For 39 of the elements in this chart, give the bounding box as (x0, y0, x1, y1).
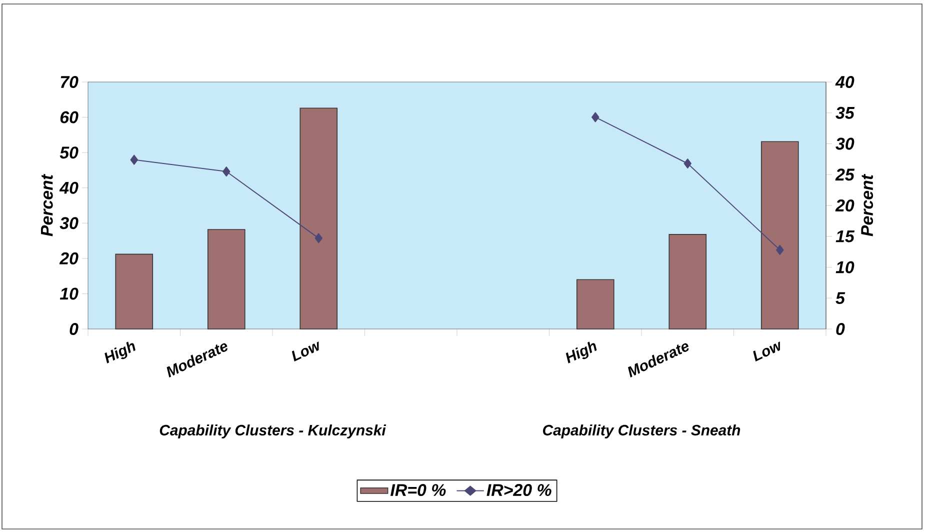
point (684, 158, 692, 168)
y2-tick-label: 0 (836, 322, 845, 335)
y2-tick-label: 5 (836, 292, 846, 304)
x-tick-label: High (566, 342, 597, 364)
y2-tick-label: 15 (836, 230, 855, 242)
bar (115, 254, 154, 330)
y-tick-label: 50 (60, 146, 78, 159)
y2-tick-label: 35 (836, 106, 855, 119)
y2-axis-title: Percent (861, 174, 874, 236)
y-tick-label: 20 (59, 252, 78, 264)
y-tick-label: 30 (60, 217, 78, 230)
bar (300, 108, 338, 330)
y-tick-label: 0 (70, 322, 78, 335)
legend-label: IR>20 % (486, 484, 552, 496)
bar (668, 234, 707, 330)
x-tick-label: Low (292, 341, 319, 362)
bar (207, 229, 246, 330)
y2-tick-label: 20 (835, 199, 854, 212)
y-tick-label: 60 (60, 111, 78, 124)
point (776, 244, 784, 255)
y2-tick-label: 25 (835, 168, 855, 181)
point (592, 112, 600, 122)
legend-label: IR=0 % (390, 484, 446, 496)
y2-tick-label: 40 (835, 76, 854, 88)
text: Capability Clusters - Sneath (543, 424, 740, 438)
point (222, 166, 230, 177)
point (130, 154, 138, 165)
y-tick-label: 10 (60, 288, 78, 300)
y-tick-label: 40 (59, 182, 78, 194)
y2-tick-label: 10 (836, 261, 854, 274)
bar (576, 279, 614, 330)
y-tick-label: 70 (60, 76, 78, 88)
text: Capability Clusters - Kulczynski (160, 424, 386, 438)
bar (760, 141, 799, 330)
x-tick-label: Low (753, 341, 780, 362)
y2-tick-label: 30 (836, 138, 854, 150)
y-axis-title: Percent (40, 174, 53, 236)
x-tick-label: High (104, 342, 136, 364)
point (314, 233, 323, 244)
